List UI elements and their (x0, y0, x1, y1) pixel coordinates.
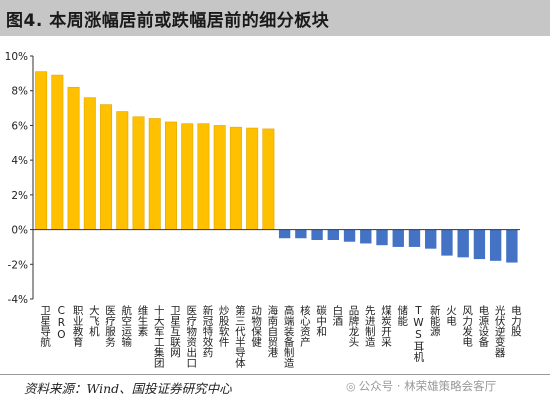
bar (262, 128, 275, 230)
bar (100, 104, 113, 230)
category-label: 品牌龙头 (348, 305, 360, 348)
category-label: 海南自贸港 (266, 304, 278, 357)
category-label: 医疗物资出口 (185, 305, 197, 368)
y-tick-label: -4% (8, 294, 28, 306)
source-note: 资料来源：Wind、国投证券研究中心 (24, 381, 232, 396)
bar (278, 229, 291, 239)
bar (408, 229, 421, 247)
title-bar: 图4. 本周涨幅居前或跌幅居前的细分板块 (0, 0, 550, 36)
bar (473, 229, 486, 260)
bar (165, 121, 177, 230)
bar (311, 229, 323, 240)
bar (457, 229, 469, 258)
category-label: 光伏逆变器 (494, 304, 506, 358)
category-label: 火电 (445, 305, 457, 326)
category-label: 电力股 (510, 304, 522, 337)
wechat-icon: ◎ (346, 380, 356, 393)
y-tick-label: 6% (11, 120, 28, 132)
y-tick-label: 4% (11, 155, 28, 167)
y-tick-label: 0% (11, 225, 28, 237)
category-label: 新冠特效药 (201, 304, 213, 358)
bar (376, 229, 388, 246)
category-label: 卫星导航 (39, 305, 51, 348)
source-divider (0, 374, 550, 375)
bar (181, 123, 194, 230)
bar (83, 97, 96, 230)
category-label: 风力发电 (461, 305, 473, 347)
bar (35, 71, 48, 230)
y-tick-label: 10% (5, 51, 28, 63)
bar (132, 116, 145, 230)
category-label: 十大军工集团 (153, 304, 165, 369)
category-label: 医疗服务 (104, 305, 116, 348)
y-tick-label: -2% (8, 259, 28, 271)
figure-title: 图4. 本周涨幅居前或跌幅居前的细分板块 (6, 11, 330, 31)
category-label: 炒股软件 (218, 305, 230, 348)
category-label: 核心资产 (299, 304, 311, 348)
bar-chart: -4% -2% 0% 2% 4% 6% 8% 10% 卫星导航 CRO 职业教育 大飞机 医疗服务 航空运… (5, 51, 522, 369)
watermark: ◎ 公众号 · 林荣雄策略会客厅 (346, 378, 496, 394)
category-label: 第三代半导体 (234, 304, 246, 369)
category-label: 煤炭开采 (380, 304, 392, 348)
y-tick-label: 2% (11, 190, 28, 202)
category-label: 大飞机 (88, 304, 100, 337)
category-label: CRO (55, 305, 67, 341)
category-label: 高端装备制造 (283, 304, 295, 368)
category-label: 碳中和 (315, 304, 327, 337)
category-label: 职业教育 (72, 305, 84, 348)
bar (197, 123, 210, 230)
category-label: 卫星互联网 (169, 305, 181, 358)
bar (343, 229, 356, 242)
category-label: 储能 (396, 304, 408, 327)
bar (425, 229, 437, 249)
category-label: 电源设备 (477, 304, 489, 348)
bar (392, 229, 404, 247)
category-label: 动物保健 (250, 305, 262, 348)
category-label: 白酒 (331, 304, 343, 327)
bar (360, 229, 372, 244)
bar (441, 229, 453, 256)
bar (506, 229, 518, 263)
bar (295, 229, 307, 239)
bar (116, 111, 129, 230)
category-label: 先进制造 (364, 305, 376, 347)
category-label: 新能源 (429, 304, 441, 337)
y-tick-label: 8% (11, 86, 28, 98)
bar (67, 86, 80, 230)
bar (51, 74, 64, 230)
bar (229, 126, 242, 230)
category-label: 航空运输 (120, 304, 132, 348)
bar (213, 125, 226, 230)
category-label: 维生素 (137, 304, 149, 336)
bar (246, 127, 259, 230)
bar (489, 229, 502, 261)
watermark-text: 公众号 · 林荣雄策略会客厅 (358, 379, 497, 393)
category-label: TWS耳机 (412, 305, 424, 363)
bar (327, 229, 339, 240)
bar (148, 118, 161, 230)
